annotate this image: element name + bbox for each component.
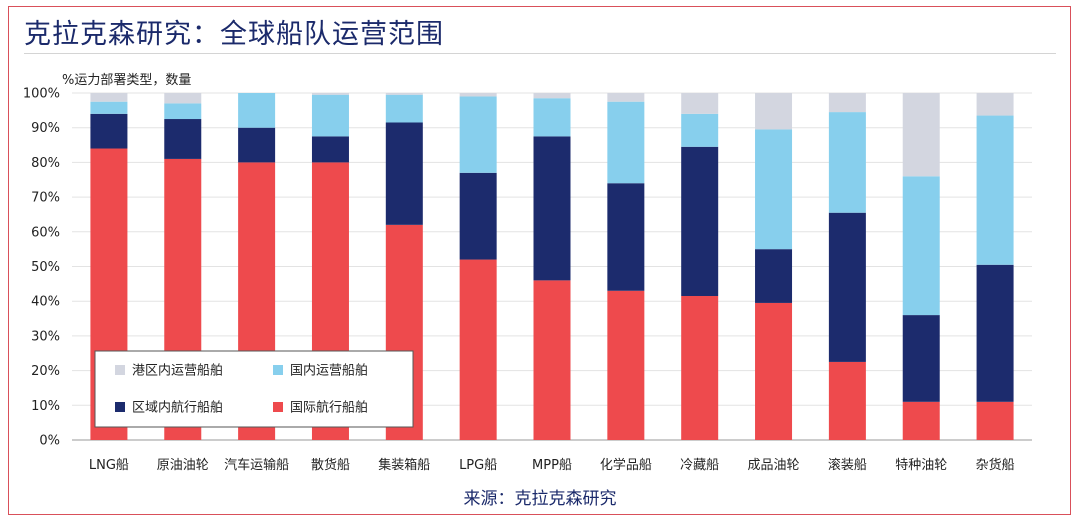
legend-label: 区域内航行船舶 [132,400,223,416]
y-tick-label: 40% [31,295,60,310]
chart-frame [8,6,1071,515]
x-tick-label: LNG船 [89,458,129,473]
bar-segment [902,176,940,316]
y-tick-label: 80% [31,156,60,171]
bar-segment [976,115,1014,265]
bar-segment [902,315,940,402]
y-tick-label: 70% [31,191,60,206]
bar-segment [828,93,866,113]
chart-title: 克拉克森研究：全球船队运营范围 [24,19,444,50]
bar-segment [533,93,571,99]
bar-segment [164,93,202,104]
legend-swatch [115,365,125,375]
y-tick-label: 10% [31,399,60,414]
bar-segment [828,112,866,213]
x-tick-label: 化学品船 [600,457,652,473]
bar-segment [238,127,276,163]
bar-segment [311,93,349,95]
bar-segment [755,249,793,303]
x-tick-label: MPP船 [532,458,572,473]
bar-segment [533,98,571,137]
legend-label: 国际航行船舶 [290,400,368,416]
y-tick-label: 50% [31,260,60,275]
y-tick-label: 90% [31,121,60,136]
legend-label: 港区内运营船舶 [132,363,223,379]
legend-box [94,350,414,428]
bar-segment [607,183,645,291]
legend-swatch [273,365,283,375]
bar-segment [828,361,866,440]
x-tick-label: LPG船 [459,458,497,473]
bar-segment [459,96,497,173]
x-tick-label: 集装箱船 [378,457,430,473]
bar-segment [533,280,571,440]
source-note: 来源：克拉克森研究 [463,489,617,509]
bar-segment [681,295,719,440]
bar-segment [755,129,793,250]
bar-segment [90,101,128,114]
bar-segment [385,94,423,123]
y-tick-label: 30% [31,329,60,344]
x-tick-label: 特种油轮 [895,458,947,473]
x-tick-label: 散货船 [311,457,350,473]
bar-segment [164,103,202,120]
x-tick-label: 杂货船 [976,457,1015,473]
x-tick-label: 滚装船 [828,457,867,473]
bar-segment [902,401,940,440]
y-tick-label: 20% [31,364,60,379]
bars [90,93,1014,440]
bar-segment [311,94,349,137]
bar-segment [459,93,497,97]
bar-segment [607,290,645,440]
y-tick-label: 100% [23,87,60,102]
bar-segment [164,119,202,159]
bar-segment [385,93,423,95]
x-tick-label: 原油油轮 [157,458,209,473]
x-tick-label: 汽车运输船 [224,457,289,473]
bar-segment [902,93,940,177]
bar-segment [976,401,1014,440]
y-tick-label: 0% [39,434,60,449]
bar-segment [459,259,497,440]
bar-segment [681,146,719,296]
y-tick-labels: 0% 10% 20% 30% 40% 50% 60% 70% 80% 90% 100% [23,87,60,449]
x-tick-label: 成品油轮 [748,458,800,473]
bar-segment [681,113,719,147]
y-tick-label: 60% [31,225,60,240]
legend-swatch [115,402,125,412]
bar-segment [607,101,645,184]
bar-segment [755,93,793,130]
y-axis-label: %运力部署类型，数量 [62,73,192,88]
x-tick-label: 冷藏船 [680,458,719,473]
bar-segment [385,122,423,225]
title-divider [24,53,1056,54]
bar-segment [311,136,349,163]
bar-segment [459,172,497,260]
legend-label: 国内运营船舶 [290,363,368,379]
x-tick-labels: LNG船 原油油轮 汽车运输船 散货船 集装箱船 LPG船 MPP船 化学品船 冷藏船 成品油轮 滚… [89,457,1015,473]
bar-segment [90,113,128,149]
bar-segment [976,264,1014,402]
bar-segment [755,302,793,440]
legend-swatch [273,402,283,412]
bar-segment [533,136,571,281]
bar-segment [607,93,645,102]
bar-segment [976,93,1014,116]
bar-segment [238,93,276,128]
bar-segment [90,93,128,102]
bar-segment [681,93,719,114]
bar-segment [828,212,866,362]
